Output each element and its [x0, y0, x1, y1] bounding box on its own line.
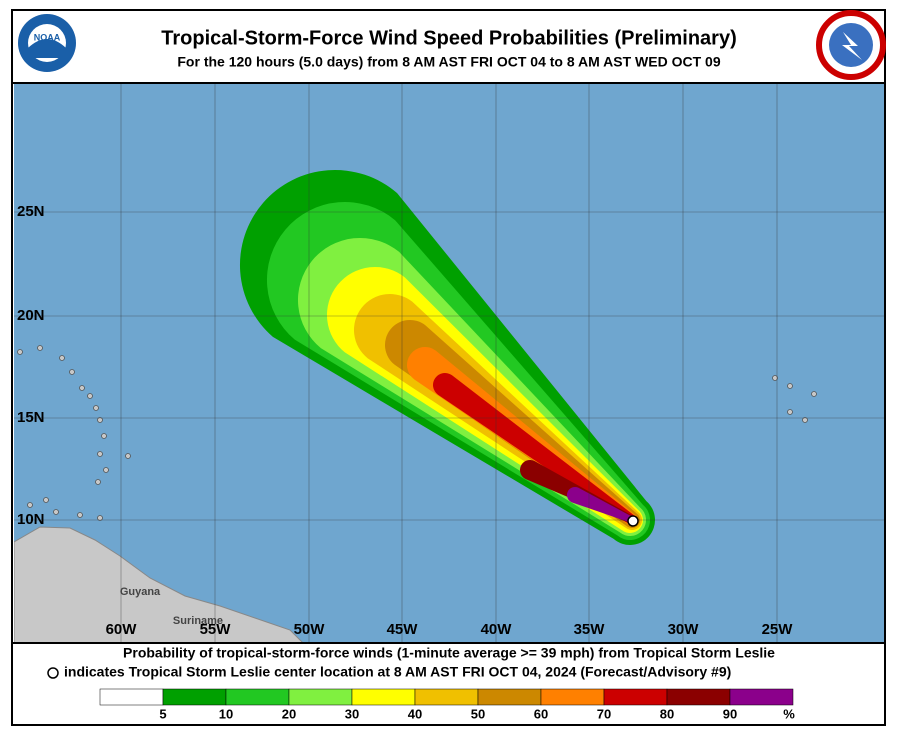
island [95, 479, 101, 485]
longitude-label: 50W [294, 621, 326, 638]
longitude-label: 55W [200, 621, 232, 638]
island [802, 417, 808, 423]
legend-label: 80 [660, 706, 674, 721]
island [17, 349, 23, 355]
legend-swatch [477, 688, 542, 706]
place-label: Guyana [120, 586, 161, 598]
probability-contour [566, 486, 635, 523]
legend-swatch [666, 688, 731, 706]
logo-text: NOAA [34, 32, 61, 42]
legend-swatch [99, 688, 164, 706]
island [43, 497, 49, 503]
island [97, 451, 103, 457]
logo-wave [28, 39, 66, 58]
storm-center [627, 515, 639, 527]
longitude-label: 60W [106, 621, 138, 638]
place-label: Suriname [173, 615, 223, 627]
subtitle: For the 120 hours (5.0 days) from 8 AM A… [177, 54, 720, 70]
legend-label: 30 [345, 706, 359, 721]
island [93, 405, 99, 411]
legend-swatch [414, 688, 479, 706]
island [69, 369, 75, 375]
center-symbol [47, 667, 59, 679]
island [27, 502, 33, 508]
latitude-label: 15N [17, 409, 45, 426]
legend-label: 70 [597, 706, 611, 721]
legend-label: 90 [723, 706, 737, 721]
legend-label: 20 [282, 706, 296, 721]
longitude-label: 30W [668, 621, 700, 638]
legend-swatch [162, 688, 227, 706]
legend-label: 40 [408, 706, 422, 721]
latitude-label: 10N [17, 511, 45, 528]
latitude-label: 25N [17, 203, 45, 220]
island [97, 515, 103, 521]
noaa-logo: NOAA [18, 14, 76, 72]
island [87, 393, 93, 399]
longitude-label: 40W [481, 621, 513, 638]
island [97, 417, 103, 423]
island [37, 345, 43, 351]
legend-label: 5 [159, 706, 166, 721]
legend-unit: % [783, 706, 795, 721]
logo-bolt [842, 32, 862, 60]
island [79, 385, 85, 391]
legend-label: 50 [471, 706, 485, 721]
island [125, 453, 131, 459]
longitude-label: 35W [574, 621, 606, 638]
legend-swatch [603, 688, 668, 706]
island [811, 391, 817, 397]
legend-swatch [225, 688, 290, 706]
probability-contour [432, 372, 638, 526]
latitude-label: 20N [17, 307, 45, 324]
legend-swatch [540, 688, 605, 706]
land [14, 526, 303, 642]
legend-swatch [288, 688, 353, 706]
caption-line: indicates Tropical Storm Leslie center l… [64, 664, 731, 680]
legend-swatch [351, 688, 416, 706]
legend-swatch [729, 688, 794, 706]
island [103, 467, 109, 473]
island [772, 375, 778, 381]
legend-label: 10 [219, 706, 233, 721]
longitude-label: 45W [387, 621, 419, 638]
island [59, 355, 65, 361]
map-layer: Guyana Suriname [14, 83, 884, 642]
longitude-label: 25W [762, 621, 794, 638]
island [53, 509, 59, 515]
island [787, 383, 793, 389]
nws-logo [816, 10, 886, 80]
caption-line: Probability of tropical-storm-force wind… [123, 645, 775, 661]
island [101, 433, 107, 439]
island [787, 409, 793, 415]
title: Tropical-Storm-Force Wind Speed Probabil… [161, 27, 737, 49]
island [77, 512, 83, 518]
legend-label: 60 [534, 706, 548, 721]
